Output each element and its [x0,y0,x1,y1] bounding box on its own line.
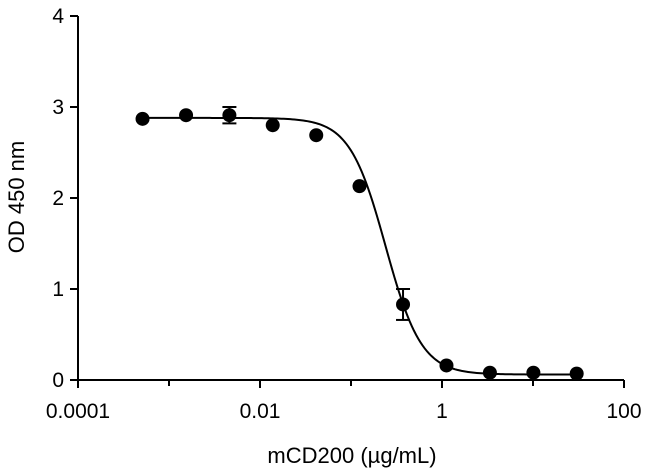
data-point [309,128,324,143]
x-axis-ticks: 0.0001 0.01 1 100 [46,380,642,423]
data-points [135,108,584,381]
y-tick-label: 1 [52,278,64,301]
y-tick-label: 3 [52,96,64,119]
data-point [265,118,280,133]
x-tick-label: 0.01 [240,400,281,423]
y-axis-ticks: 0 1 2 3 4 [52,5,78,392]
data-point [439,358,454,373]
x-axis-title: mCD200 (µg/mL) [267,443,436,468]
y-tick-label: 4 [52,5,64,28]
data-point [222,108,237,123]
y-tick-label: 2 [52,187,64,210]
data-point [352,179,367,194]
x-tick-label: 0.0001 [46,400,110,423]
fit-curve [142,116,577,376]
y-tick-label: 0 [52,369,64,392]
y-axis-title: OD 450 nm [4,141,29,254]
data-point [482,365,497,380]
x-tick-label: 100 [606,400,641,423]
data-point [179,108,194,123]
data-point [135,111,150,126]
x-tick-label: 1 [436,400,448,423]
data-point [569,366,584,381]
data-point [526,365,541,380]
data-point [396,297,411,312]
